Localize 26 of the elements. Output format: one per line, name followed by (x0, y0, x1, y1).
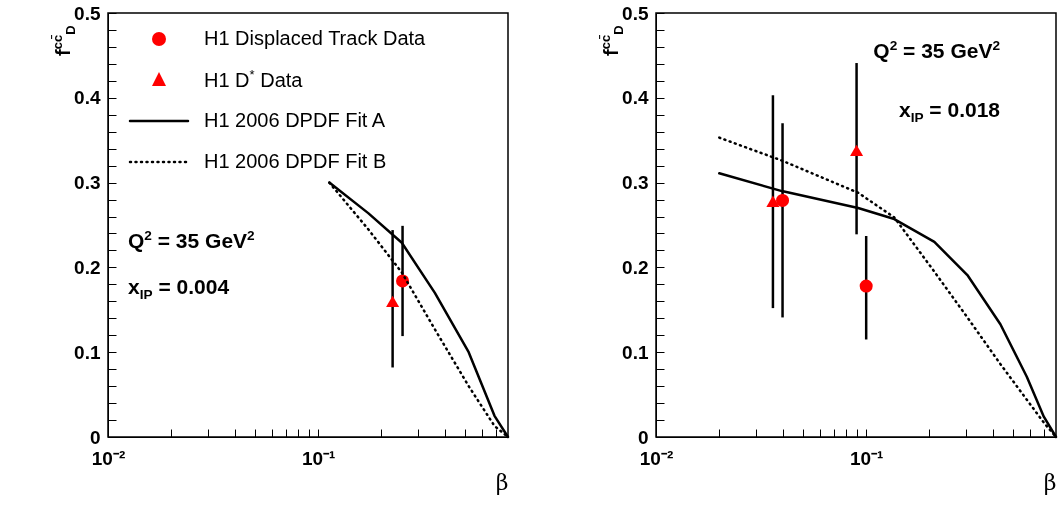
y-tick-label: 0.4 (74, 87, 101, 109)
annotation: x$_{IP}$ = 0.004 (128, 275, 230, 303)
legend-label: H1 D$^{*}$ Data (204, 67, 303, 92)
annotation: Q$^{2}$ = 35 GeV$^{2}$ (128, 228, 255, 253)
y-tick-label: 0.1 (74, 341, 101, 363)
y-tick-label: 0.5 (74, 2, 101, 24)
y-tick-label: 0.3 (74, 172, 101, 194)
x-tick-label: 10⁻¹ (849, 447, 884, 469)
y-tick-label: 0 (637, 426, 649, 448)
y-tick-label: 0.2 (74, 256, 101, 278)
legend-label: H1 Displaced Track Data (204, 27, 426, 50)
y-tick-label: 0 (89, 426, 101, 448)
y-tick-label: 0.1 (622, 341, 649, 363)
legend-label: H1 2006 DPDF Fit B (204, 150, 387, 173)
x-tick-label: 10⁻² (91, 447, 126, 469)
x-tick-label: 10⁻² (639, 447, 674, 469)
x-tick-label: 10⁻¹ (301, 447, 336, 469)
y-tick-label: 0.2 (622, 256, 649, 278)
x-axis-title: β (495, 469, 509, 495)
annotation: x$_{IP}$ = 0.018 (898, 98, 1000, 126)
y-tick-label: 0.5 (622, 2, 649, 24)
y-tick-label: 0.4 (622, 87, 649, 109)
y-tick-label: 0.3 (622, 172, 649, 194)
x-axis-title: β (1043, 469, 1057, 495)
annotation: Q$^{2}$ = 35 GeV$^{2}$ (873, 38, 1000, 63)
legend-label: H1 2006 DPDF Fit A (204, 109, 386, 132)
